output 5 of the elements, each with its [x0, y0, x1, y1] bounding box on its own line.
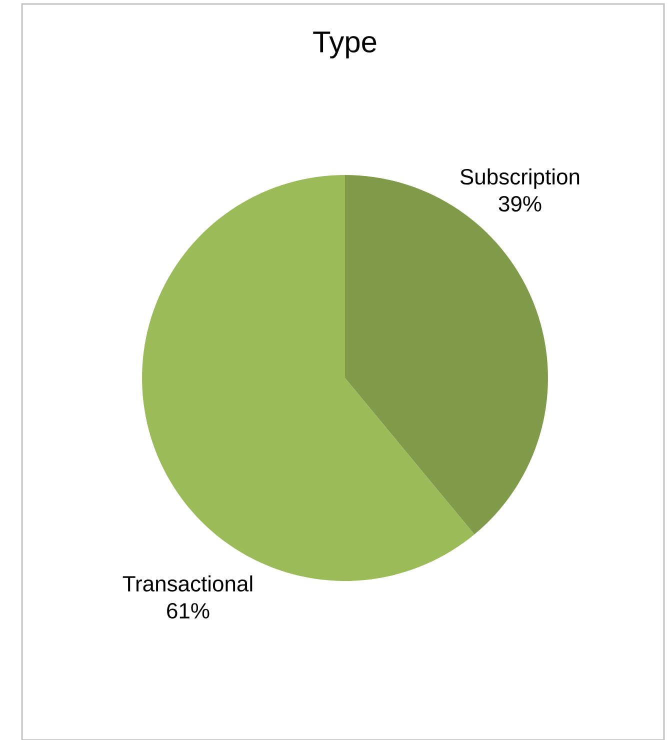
chart-title: Type [313, 32, 376, 58]
slice-label: Subscription [460, 168, 580, 189]
data-label: 39% [498, 196, 542, 212]
slice-label: Transactional [122, 575, 252, 592]
data-label: 61% [167, 602, 210, 619]
